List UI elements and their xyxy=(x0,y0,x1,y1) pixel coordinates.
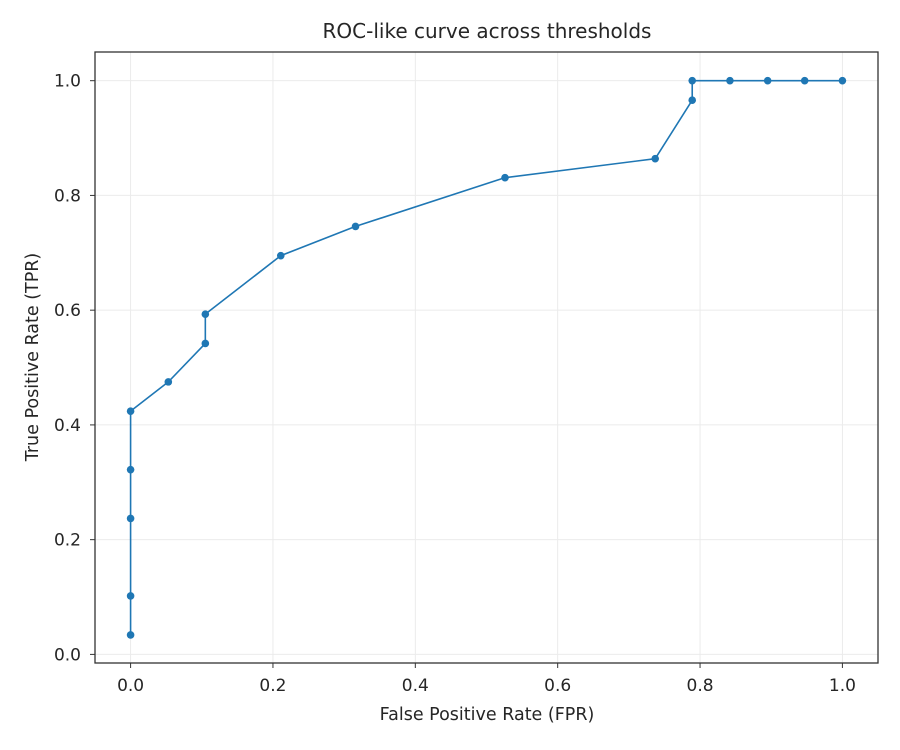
data-point xyxy=(726,76,734,85)
x-tick-label: 0.4 xyxy=(402,676,429,696)
chart-title: ROC-like curve across thresholds xyxy=(323,19,652,43)
y-tick-label: 0.8 xyxy=(54,186,81,206)
grid xyxy=(95,52,878,663)
y-tick-label: 0.0 xyxy=(54,645,81,665)
x-tick-label: 0.8 xyxy=(687,676,714,696)
data-point xyxy=(501,173,509,182)
x-axis-ticks: 0.0 0.2 0.4 0.6 0.8 1.0 xyxy=(117,663,856,696)
x-tick-label: 0.2 xyxy=(259,676,286,696)
x-tick-label: 0.0 xyxy=(117,676,144,696)
y-tick-label: 0.4 xyxy=(54,416,81,436)
plot-frame xyxy=(94,51,879,664)
data-point xyxy=(126,465,135,474)
data-point xyxy=(126,631,135,639)
x-tick-label: 0.6 xyxy=(544,676,571,696)
data-point xyxy=(201,310,210,318)
data-point xyxy=(688,76,697,85)
x-tick-label: 1.0 xyxy=(829,676,856,696)
data-point xyxy=(126,407,135,415)
y-tick-label: 1.0 xyxy=(54,72,81,92)
data-point xyxy=(651,154,660,163)
series-line xyxy=(129,79,843,635)
data-point xyxy=(164,378,173,386)
y-axis-label: True Positive Rate (TPR) xyxy=(23,253,43,463)
data-point xyxy=(201,339,210,348)
data-point xyxy=(763,76,772,85)
y-tick-label: 0.6 xyxy=(54,301,81,321)
data-point xyxy=(276,251,285,260)
data-point xyxy=(351,222,360,231)
y-axis-ticks: 0.0 0.2 0.4 0.6 0.8 1.0 xyxy=(54,72,95,665)
data-point xyxy=(688,96,697,104)
data-point xyxy=(126,592,135,600)
y-tick-label: 0.2 xyxy=(54,531,81,551)
series-layer xyxy=(126,76,847,639)
data-point xyxy=(838,76,847,85)
data-point xyxy=(800,76,809,85)
x-axis-label: False Positive Rate (FPR) xyxy=(380,705,595,725)
data-point xyxy=(126,514,135,523)
